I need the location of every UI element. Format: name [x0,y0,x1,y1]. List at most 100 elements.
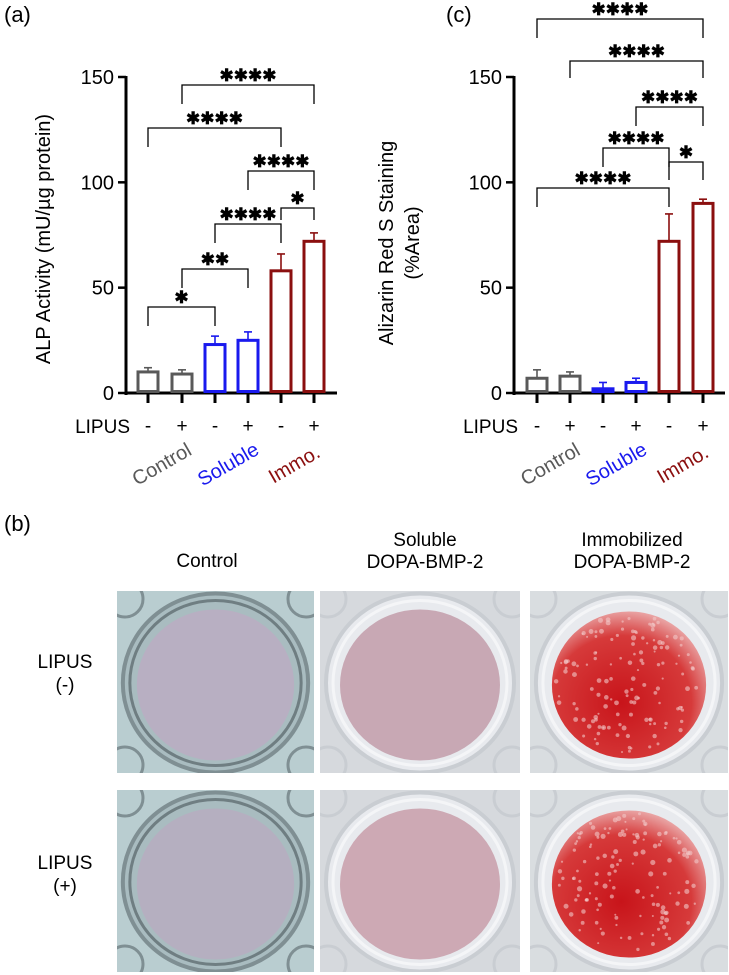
mineral-speckle [650,860,655,865]
mineral-speckle [673,635,678,640]
well-image [320,591,520,773]
mineral-speckle [624,821,626,823]
mineral-speckle [632,863,634,865]
plate-fitting [117,790,143,816]
mineral-speckle [680,720,683,723]
well-image [320,790,520,972]
mineral-speckle [630,688,633,691]
plate-fitting [288,946,314,972]
group-label-soluble: Soluble [582,439,651,491]
mineral-speckle [573,717,578,722]
mineral-speckle [603,854,607,858]
mineral-speckle [583,860,586,863]
mineral-speckle [572,702,575,705]
mineral-speckle [691,884,695,888]
mineral-speckle [589,845,592,848]
lipus-sign: + [630,416,641,437]
mineral-speckle [694,903,696,905]
mineral-speckle [668,937,671,940]
significance-label: ✱✱ [201,250,230,269]
lipus-sign: - [534,416,540,437]
plate-fitting [494,790,520,816]
mineral-speckle [644,823,646,825]
group-label-immo: Immo. [265,441,324,488]
mineral-speckle [614,700,619,705]
plate-fitting [117,747,143,773]
y-axis-label-group: ALP Activity (mU/µg protein) [33,114,55,364]
mineral-speckle [558,695,560,697]
mineral-speckle [582,735,585,738]
mineral-speckle [673,837,676,840]
mineral-speckle [644,718,648,722]
mineral-speckle [586,664,588,666]
bar [593,389,613,392]
mineral-speckle [576,870,579,873]
significance-bracket [537,19,703,38]
mineral-speckle [680,644,683,647]
mineral-speckle [660,916,664,920]
mineral-speckle [594,718,598,722]
y-axis-label-line: (%Area) [402,206,424,279]
mineral-speckle [581,921,585,925]
mineral-speckle [597,713,599,715]
mineral-speckle [589,629,594,634]
significance-label: ✱✱✱✱ [220,66,277,85]
bar [271,271,291,392]
mineral-speckle [652,902,656,906]
lipus-sign: - [212,416,218,437]
row-label-lipus-plus: LIPUS (+) [15,852,115,898]
y-tick-label: 50 [480,278,502,300]
mineral-speckle [652,934,654,936]
mineral-speckle [577,894,580,897]
significance-bracket [281,208,314,220]
mineral-speckle [611,855,614,858]
mineral-speckle [596,908,599,911]
well-photo-control-lipus-plus [117,790,314,972]
lipus-sign: + [564,416,575,437]
significance-label: ✱✱✱✱ [608,129,665,148]
mineral-speckle [587,724,592,729]
mineral-speckle [642,896,645,899]
column-title-line: DOPA-BMP-2 [320,552,530,574]
plate-fitting [288,747,314,773]
mineral-speckle [574,842,577,845]
mineral-speckle [595,897,598,900]
mineral-speckle [610,638,613,641]
significance-bracket [148,307,215,326]
mineral-speckle [686,851,691,856]
mineral-speckle [580,831,583,834]
mineral-speckle [565,667,568,670]
mineral-speckle [653,844,658,849]
unstained-membrane [340,609,500,760]
mineral-speckle [635,889,640,894]
mineral-speckle [628,936,632,940]
mineral-speckle [664,727,667,730]
mineral-speckle [689,661,692,664]
lipus-sign: - [278,416,284,437]
plate-fitting [530,591,556,617]
column-title-soluble: Soluble DOPA-BMP-2 [320,530,530,574]
mineral-speckle [628,750,631,753]
plate-fitting [320,946,346,972]
mineral-speckle [601,834,606,839]
mineral-speckle [602,727,604,729]
mineral-speckle [606,617,611,622]
mineral-speckle [641,662,644,665]
mineral-speckle [632,700,636,704]
mineral-speckle [578,929,580,931]
well-photo-immobilized-lipus-plus [530,790,728,972]
unstained-membrane [137,609,294,760]
mineral-speckle [684,904,689,909]
mineral-speckle [653,645,657,649]
column-title-immobilized: Immobilized DOPA-BMP-2 [527,530,729,574]
mineral-speckle [598,725,602,729]
mineral-speckle [616,733,620,737]
mineral-speckle [573,849,576,852]
group-label-immo: Immo. [653,441,712,488]
mineral-speckle [678,852,681,855]
plate-fitting [530,946,556,972]
mineral-speckle [609,677,613,681]
mineral-speckle [687,653,690,656]
mineral-speckle [615,924,617,926]
mineral-speckle [618,832,623,837]
